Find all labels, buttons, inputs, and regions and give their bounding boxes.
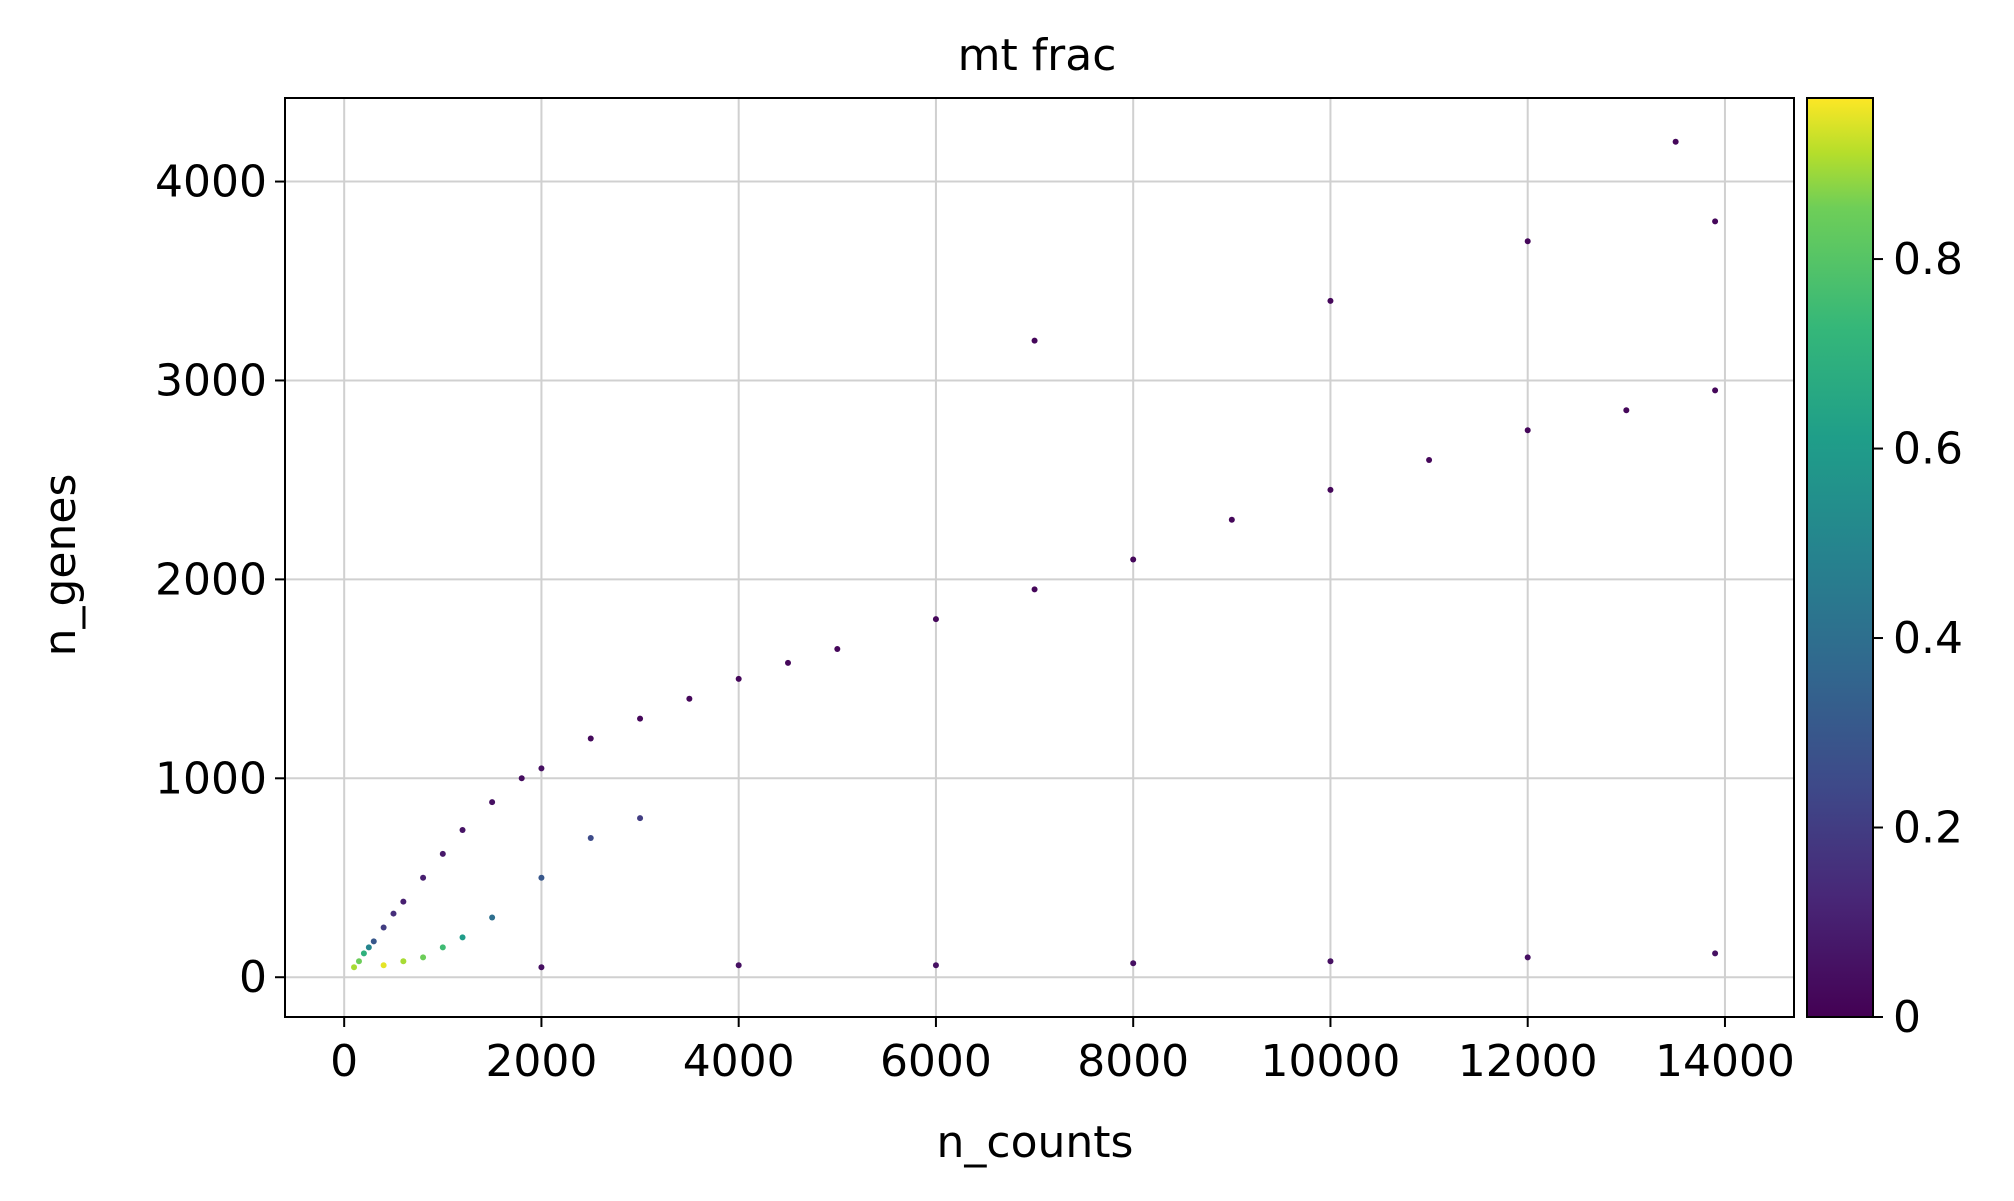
scatter-point [1031,586,1038,593]
scatter-point [735,675,742,682]
scatter-point [518,775,525,782]
scatter-point [420,874,427,881]
y-axis-label: n_genes [35,474,86,657]
scatter-point [489,914,496,921]
x-tick-label: 10000 [1260,1036,1400,1087]
colorbar-tick-label: 0.6 [1893,424,1963,475]
y-tick-label: 0 [239,952,267,1003]
scatter-point [439,944,446,951]
grid-lines [285,98,1794,1017]
scatter-point [735,962,742,969]
scatter-point [637,715,644,722]
scatter-point [380,924,387,931]
scatter-point [637,815,644,822]
scatter-point [1623,407,1630,414]
scatter-point [390,910,397,917]
scatter-point [459,827,466,834]
scatter-point [420,954,427,961]
scatter-point [1228,516,1235,523]
x-tick-label: 2000 [485,1036,597,1087]
scatter-points [351,138,1719,971]
scatter-point [1672,138,1679,145]
x-tick-label: 12000 [1458,1036,1598,1087]
scatter-point [1327,958,1334,965]
scatter-point [538,964,545,971]
colorbar-tick-label: 0.2 [1893,803,1963,854]
x-tick-label: 4000 [683,1036,795,1087]
scatter-point [1327,297,1334,304]
x-tick-label: 0 [330,1036,358,1087]
scatter-point [587,735,594,742]
scatter-point [1031,337,1038,344]
scatter-point [1712,218,1719,225]
scatter-point [785,659,791,666]
x-axis-ticks: 0 2000 4000 6000 8000 10000 12000 14000 [330,1017,1795,1087]
x-tick-label: 8000 [1077,1036,1189,1087]
x-axis-label: n_counts [937,1117,1134,1168]
plot-frame [284,97,1795,1018]
scatter-point [1524,427,1531,434]
scatter-point [365,944,372,951]
y-axis-ticks: 0 1000 2000 3000 4000 [155,157,285,1003]
scatter-point [400,958,407,965]
scatter-point [587,834,594,841]
scatter-point [380,962,387,969]
y-tick-label: 3000 [155,355,267,406]
scatter-point [538,874,545,881]
y-tick-label: 4000 [155,157,267,208]
scatter-point [459,934,466,941]
scatter-point [400,898,407,905]
scatter-point [1712,950,1719,957]
scatter-point [370,938,377,945]
scatter-point [538,765,545,772]
y-tick-label: 1000 [155,753,267,804]
scatter-point [932,616,939,623]
colorbar-ticks: 0 0.2 0.4 0.6 0.8 [1873,234,1963,1043]
x-tick-label: 14000 [1655,1036,1795,1087]
scatter-point [1327,486,1334,493]
scatter-point [1524,238,1531,245]
colorbar-tick-label: 0.4 [1893,613,1963,664]
chart-title: mt frac [958,30,1117,81]
scatter-point [1524,954,1531,961]
scatter-point [1426,457,1433,464]
scatter-point [1130,556,1137,563]
scatter-point [686,695,693,702]
scatter-point [932,962,939,969]
scatter-point [360,950,367,957]
scatter-point [1130,960,1137,967]
y-tick-label: 2000 [155,554,267,605]
colorbar [1806,97,1874,1018]
scatter-point [1712,387,1719,394]
colorbar-tick-label: 0 [1893,992,1921,1043]
x-tick-label: 6000 [880,1036,992,1087]
scatter-point [355,958,362,965]
scatter-point [489,799,496,806]
scatter-point [351,964,358,971]
colorbar-tick-label: 0.8 [1893,234,1963,285]
scatter-point [439,850,446,857]
scatter-point [834,646,841,653]
